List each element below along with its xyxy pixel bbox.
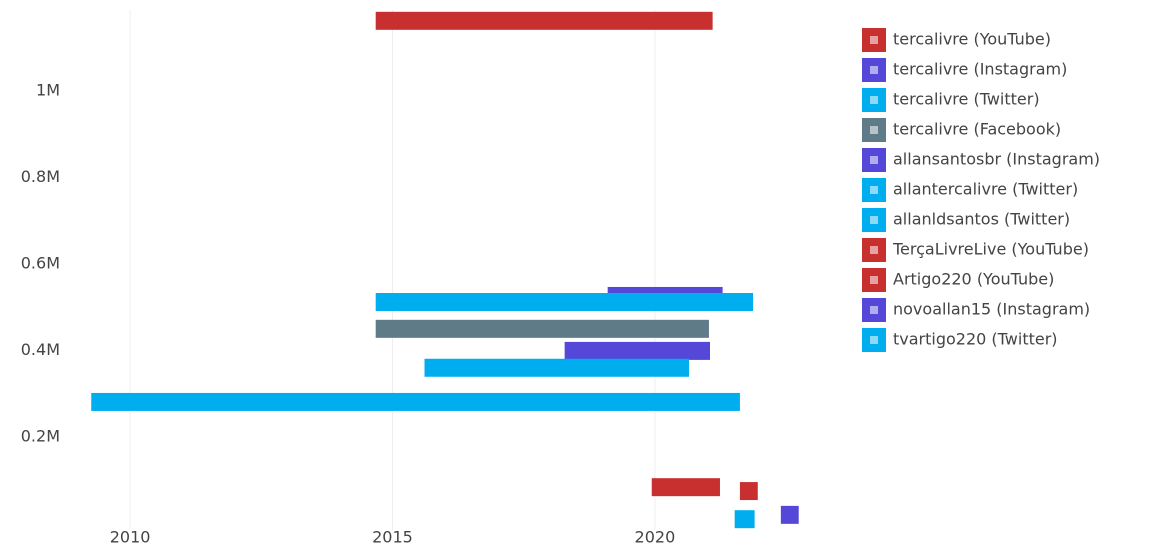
y-tick-label: 0.6M xyxy=(21,253,60,272)
legend-label: tercalivre (Twitter) xyxy=(893,90,1040,109)
bar xyxy=(734,510,755,529)
x-tick-label: 2020 xyxy=(635,528,676,547)
bar xyxy=(651,478,720,497)
y-tick-label: 0.8M xyxy=(21,167,60,186)
legend-label: tercalivre (Facebook) xyxy=(893,120,1061,139)
legend-swatch-inner xyxy=(870,276,878,284)
legend-label: tvartigo220 (Twitter) xyxy=(893,330,1058,349)
legend-swatch-inner xyxy=(870,306,878,314)
legend-swatch-inner xyxy=(870,66,878,74)
legend: tercalivre (YouTube) tercalivre (Instagra… xyxy=(862,28,1100,352)
bar xyxy=(375,11,713,30)
x-tick-label: 2015 xyxy=(372,528,413,547)
bar xyxy=(739,482,758,501)
bar xyxy=(780,505,799,524)
y-tick-label: 0.4M xyxy=(21,340,60,359)
y-tick-label: 0.2M xyxy=(21,426,60,445)
bar xyxy=(91,392,740,411)
legend-swatch-inner xyxy=(870,156,878,164)
legend-label: tercalivre (Instagram) xyxy=(893,60,1067,79)
bar xyxy=(424,358,690,377)
bar xyxy=(375,293,754,312)
legend-label: allantercalivre (Twitter) xyxy=(893,180,1078,199)
x-tick-label: 2010 xyxy=(110,528,151,547)
legend-swatch-inner xyxy=(870,186,878,194)
legend-swatch-inner xyxy=(870,36,878,44)
legend-label: Artigo220 (YouTube) xyxy=(893,270,1054,289)
legend-swatch-inner xyxy=(870,126,878,134)
bar xyxy=(375,319,709,338)
legend-swatch-inner xyxy=(870,336,878,344)
legend-swatch-inner xyxy=(870,246,878,254)
legend-label: allansantosbr (Instagram) xyxy=(893,150,1100,169)
legend-label: allanldsantos (Twitter) xyxy=(893,210,1070,229)
legend-label: TerçaLivreLive (YouTube) xyxy=(892,240,1089,259)
y-tick-label: 1M xyxy=(36,80,60,99)
legend-swatch-inner xyxy=(870,96,878,104)
legend-label: tercalivre (YouTube) xyxy=(893,30,1051,49)
bar xyxy=(564,341,711,360)
legend-swatch-inner xyxy=(870,216,878,224)
legend-label: novoallan15 (Instagram) xyxy=(893,300,1090,319)
